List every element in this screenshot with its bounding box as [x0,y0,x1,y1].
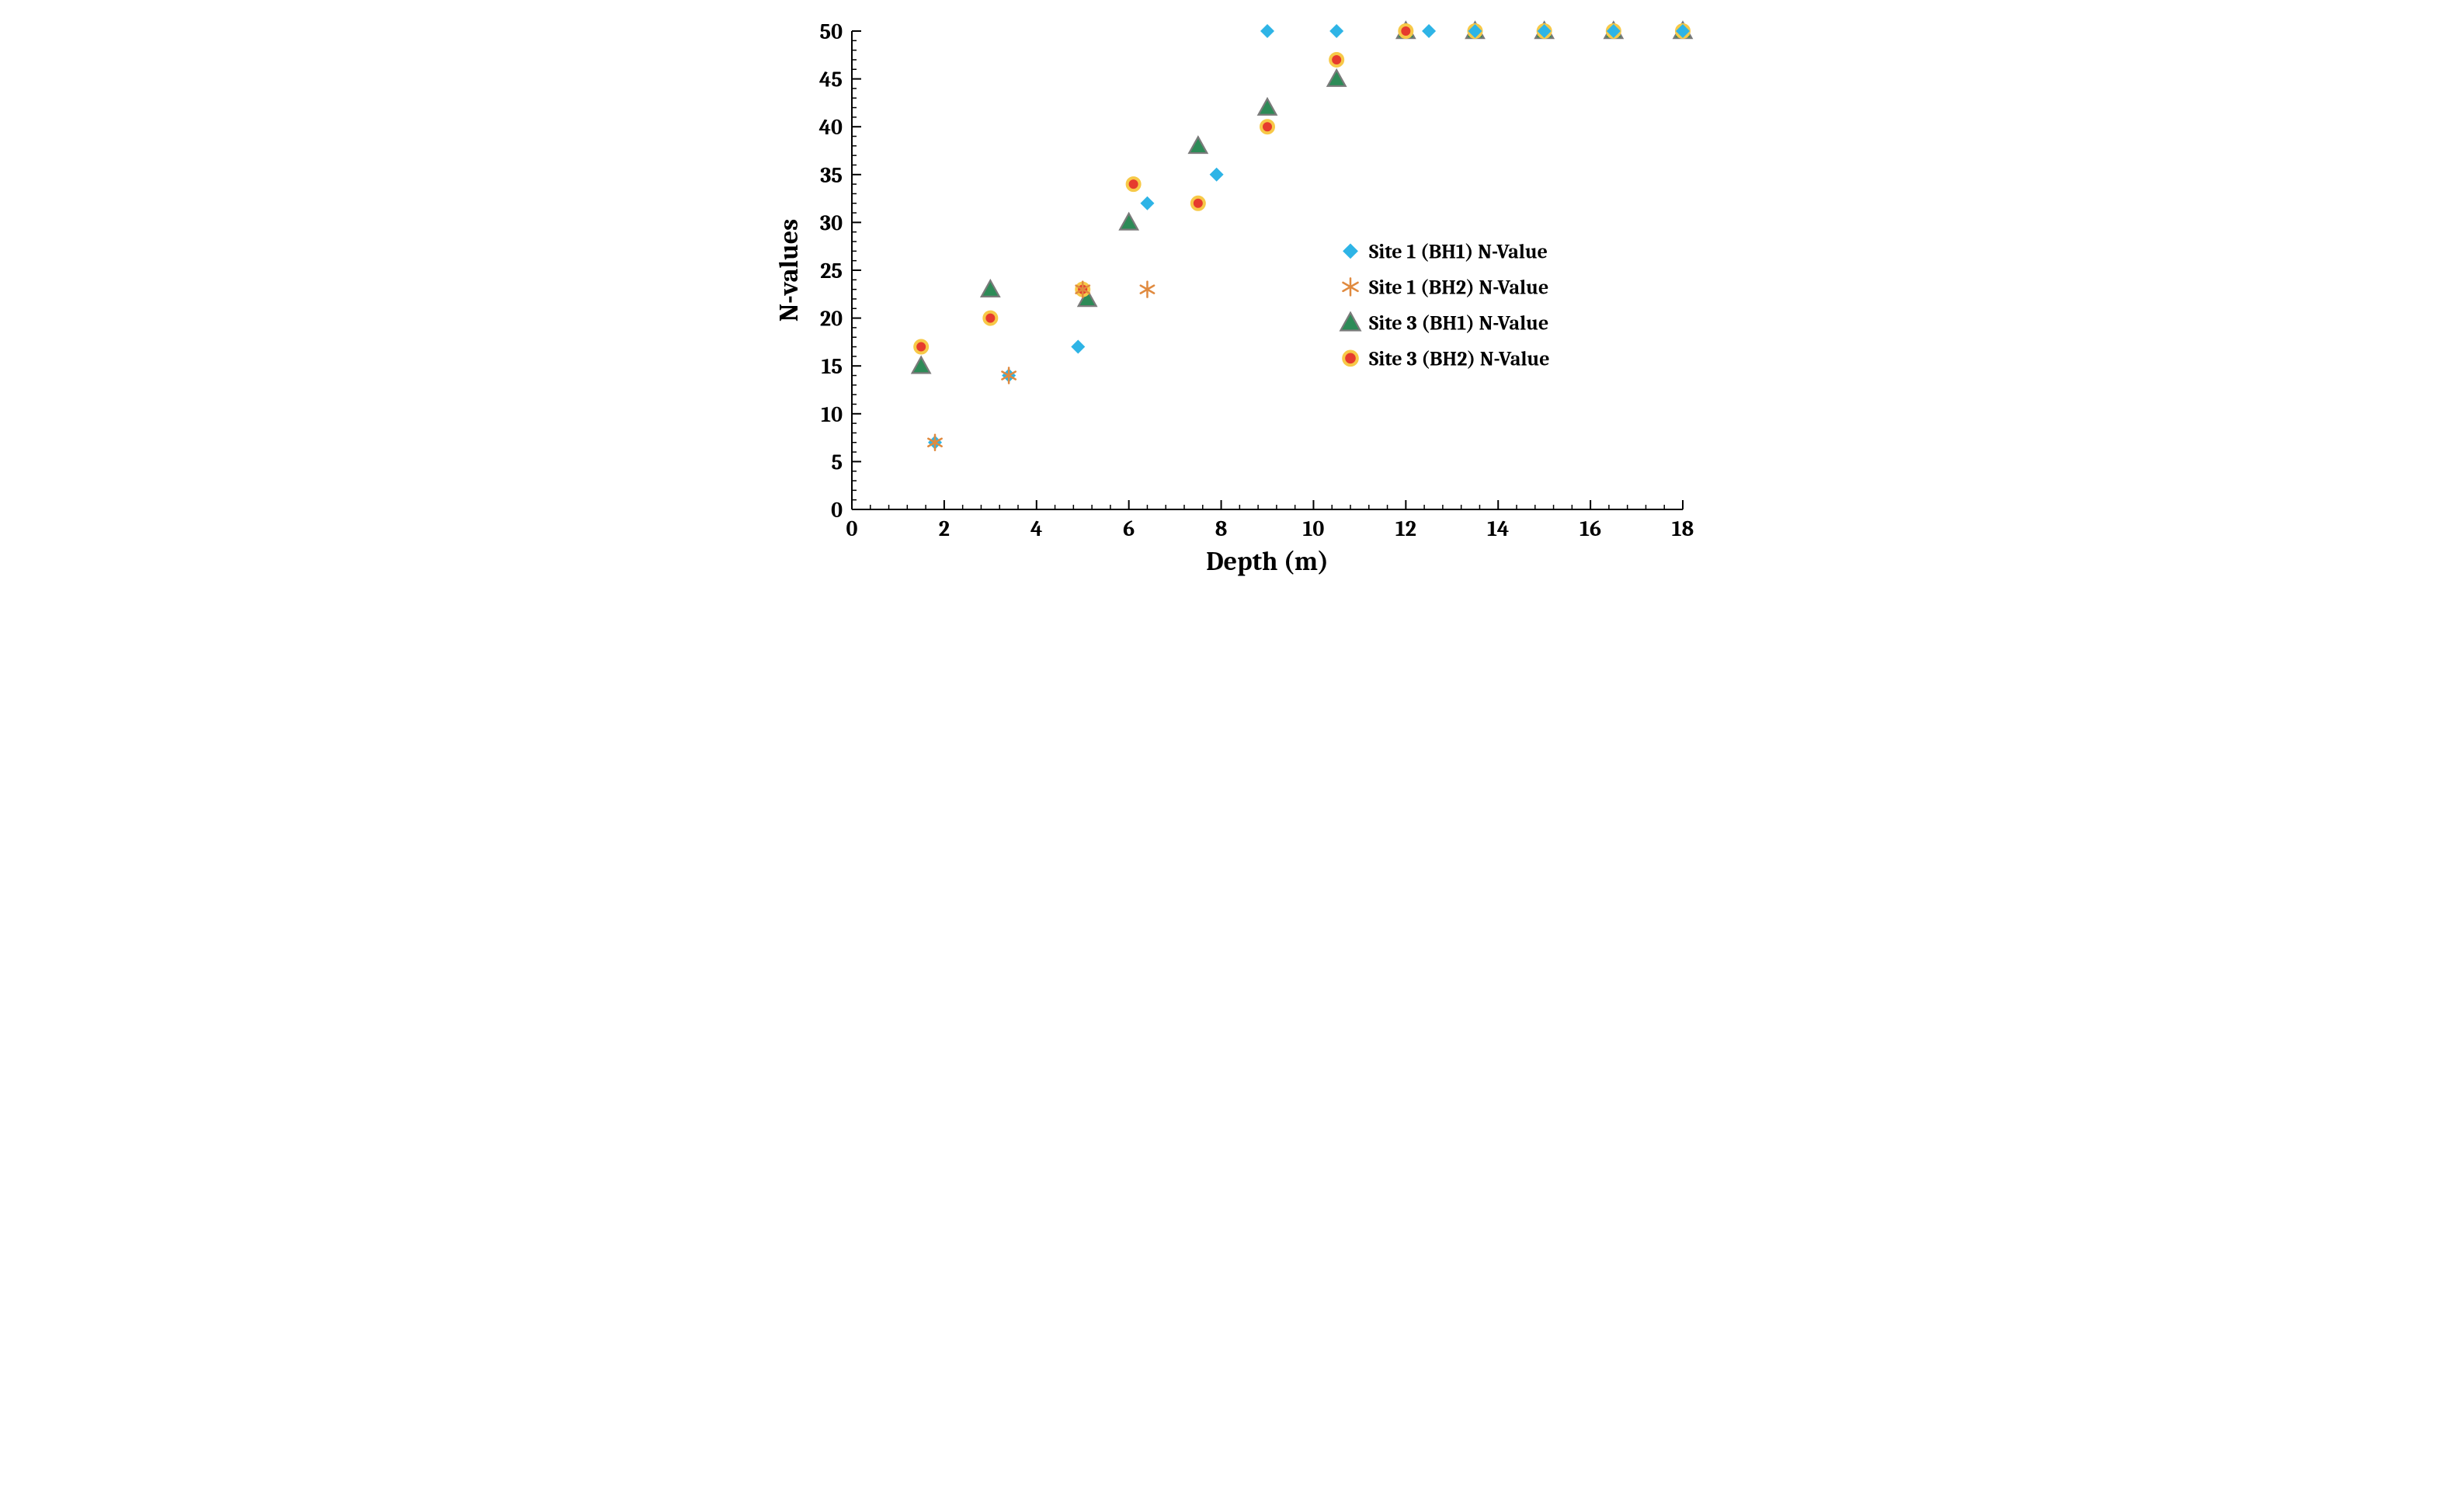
legend-item: Site 3 (BH1) N-Value [1340,311,1548,335]
x-tick-label: 8 [1215,516,1227,541]
marker-s3bh2 [1191,197,1204,210]
x-tick-label: 6 [1123,516,1135,541]
y-tick-label: 30 [819,210,842,235]
x-tick-label: 16 [1580,516,1601,541]
x-axis-label: Depth (m) [1206,546,1329,577]
y-tick-label: 40 [818,115,842,140]
x-tick-label: 12 [1395,516,1416,541]
legend-label: Site 3 (BH1) N-Value [1369,311,1548,335]
scatter-chart: 0 2 4 6 8 10 12 14 16 18 Depth (m) 0 5 10 15 20 25 30 35 40… [766,16,1698,587]
legend-label: Site 1 (BH1) N-Value [1369,240,1548,263]
y-tick-label: 10 [821,402,843,427]
y-axis-label: N-values [773,219,805,322]
y-tick-label: 25 [820,259,843,283]
y-tick-label: 45 [818,68,842,92]
x-tick-label: 4 [1030,516,1042,541]
marker-s3bh2 [1261,120,1274,133]
y-tick-label: 5 [831,450,843,474]
legend-item: Site 1 (BH1) N-Value [1343,240,1548,263]
y-tick-label: 20 [819,307,842,332]
marker-s3bh2 [984,312,996,325]
marker-s3bh2 [915,341,927,353]
y-tick-label: 15 [821,354,842,379]
x-tick-label: 0 [846,516,857,541]
chart-bg [766,16,1698,587]
legend-label: Site 3 (BH2) N-Value [1369,347,1550,370]
y-tick-label: 0 [831,498,843,523]
x-tick-label: 18 [1671,516,1693,541]
y-tick-label: 50 [819,19,843,44]
x-tick-label: 14 [1487,516,1509,541]
legend-item: Site 1 (BH2) N-Value [1343,276,1548,299]
chart-svg: 0 2 4 6 8 10 12 14 16 18 Depth (m) 0 5 10 15 20 25 30 35 40… [766,16,1698,587]
x-tick-label: 2 [938,516,949,541]
legend-label: Site 1 (BH2) N-Value [1369,276,1548,299]
marker-s3bh2 [1399,25,1412,37]
y-tick-label: 35 [820,163,843,188]
marker-s3bh2 [1330,54,1343,66]
legend-item: Site 3 (BH2) N-Value [1343,347,1549,370]
marker-s3bh2 [1127,178,1139,190]
legend-marker-s3bh2 [1343,352,1357,366]
x-tick-label: 10 [1302,516,1324,541]
